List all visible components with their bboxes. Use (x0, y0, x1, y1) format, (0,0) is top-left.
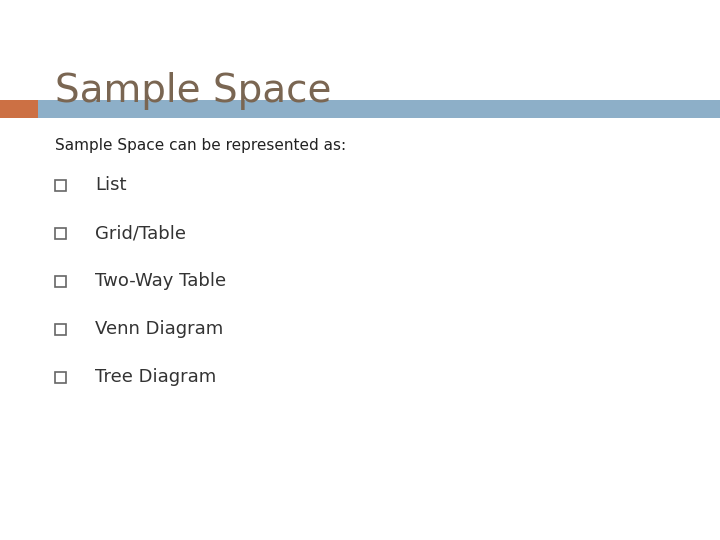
Text: Two-Way Table: Two-Way Table (95, 272, 226, 290)
Text: List: List (95, 176, 127, 194)
Text: Sample Space: Sample Space (55, 72, 331, 110)
Bar (0, 100, 38, 118)
Bar (55, 372, 66, 382)
Bar (55, 323, 66, 334)
Text: Grid/Table: Grid/Table (95, 224, 186, 242)
Bar (55, 227, 66, 239)
Text: Sample Space can be represented as:: Sample Space can be represented as: (55, 138, 346, 153)
Bar (55, 179, 66, 191)
Text: Tree Diagram: Tree Diagram (95, 368, 216, 386)
Bar (55, 275, 66, 287)
Text: Venn Diagram: Venn Diagram (95, 320, 223, 338)
Bar (38, 100, 720, 118)
